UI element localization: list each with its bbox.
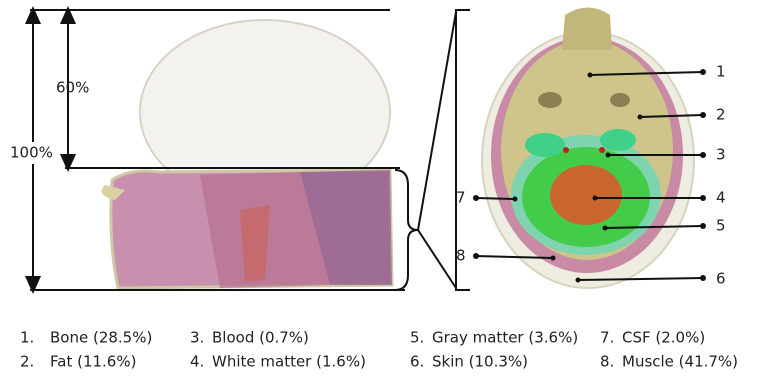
legend-number: 5. <box>410 329 424 347</box>
figure: 100% 60% 1 2 3 4 5 6 7 8 1. Bone <box>0 0 768 382</box>
legend: 1. Bone (28.5%) 2. Fat (11.6%) 3. Blood … <box>20 329 738 371</box>
legend-number: 8. <box>600 353 614 371</box>
annotation: 60% <box>56 79 89 97</box>
zoom-line <box>418 12 456 230</box>
legend-label: Skin (10.3%) <box>432 353 528 371</box>
legend-label: Fat (11.6%) <box>50 353 136 371</box>
legend-number: 4. <box>190 353 204 371</box>
legend-label: Bone (28.5%) <box>50 329 152 347</box>
legend-label: Muscle (41.7%) <box>622 353 738 371</box>
annotation: 100% <box>10 144 53 162</box>
legend-number: 2. <box>20 353 34 371</box>
callout-number: 4 <box>716 189 726 207</box>
head-side-view <box>102 20 392 288</box>
callout-number: 7 <box>456 189 466 207</box>
callout-number: 1 <box>716 63 726 81</box>
legend-number: 1. <box>20 329 34 347</box>
legend-label: CSF (2.0%) <box>622 329 705 347</box>
axial-slice <box>482 8 694 289</box>
brace <box>395 170 418 290</box>
callout-number: 8 <box>456 247 466 265</box>
callout-number: 5 <box>716 217 726 235</box>
legend-number: 3. <box>190 329 204 347</box>
callout-number: 3 <box>716 146 726 164</box>
callout-number: 2 <box>716 106 726 124</box>
legend-number: 7. <box>600 329 614 347</box>
legend-label: Gray matter (3.6%) <box>432 329 578 347</box>
legend-number: 6. <box>410 353 424 371</box>
callout-number: 6 <box>716 270 726 288</box>
zoom-line <box>418 230 456 288</box>
legend-label: White matter (1.6%) <box>212 353 366 371</box>
legend-label: Blood (0.7%) <box>212 329 309 347</box>
